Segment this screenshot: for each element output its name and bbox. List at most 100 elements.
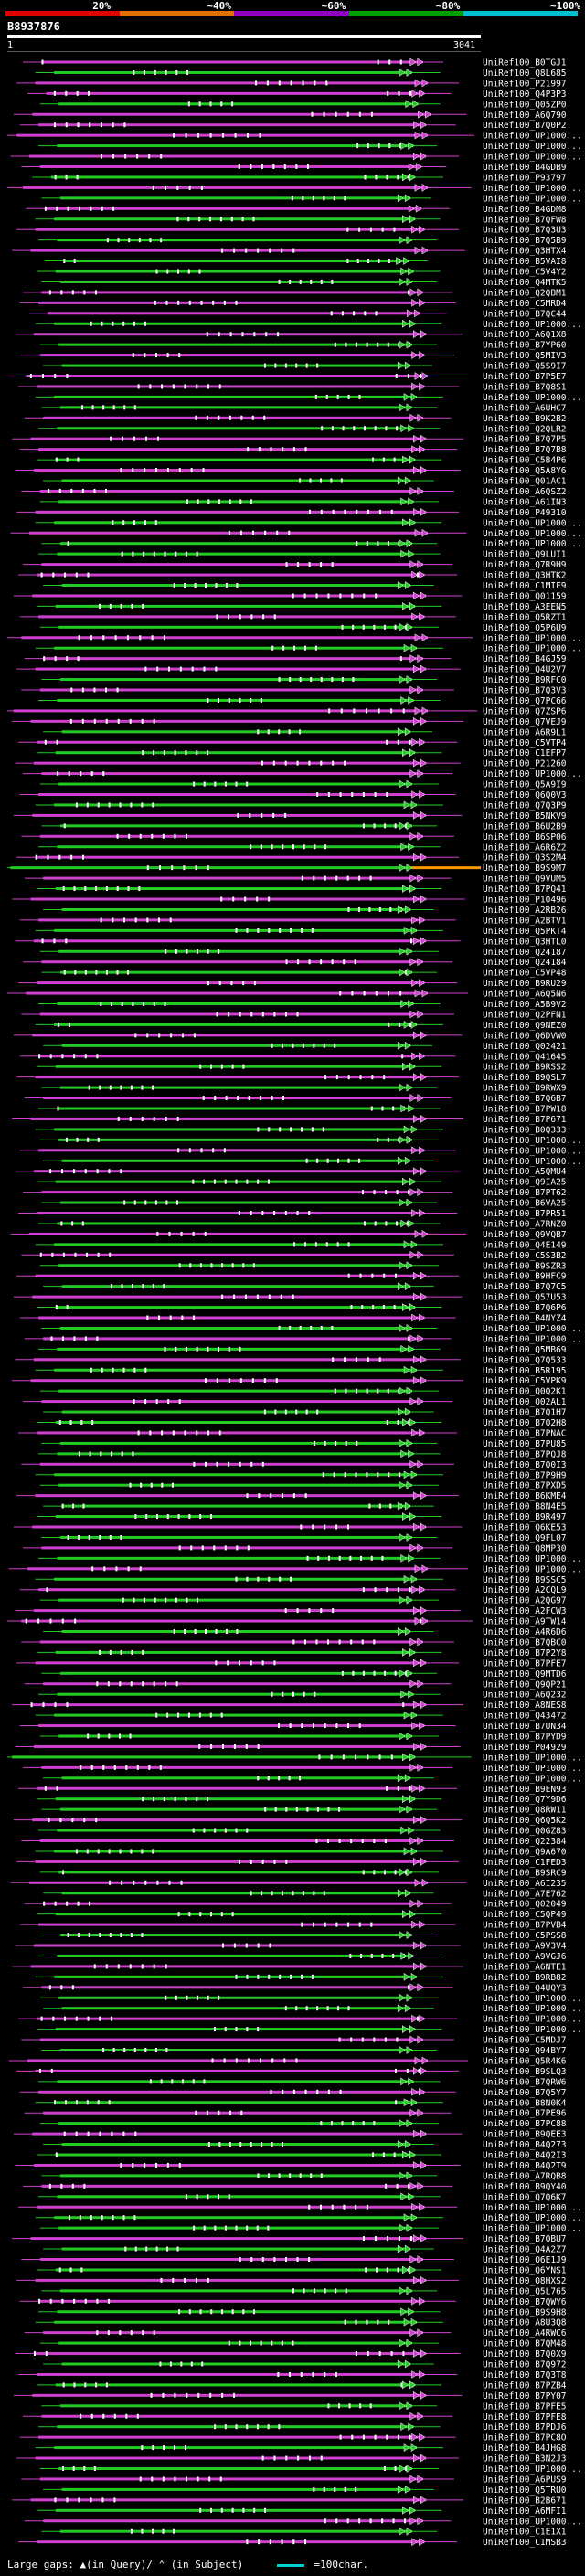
hit-label[interactable]: UniRef100_B7PXD5 — [483, 1481, 567, 1491]
hit-label[interactable]: UniRef100_A8NES8 — [483, 1701, 567, 1711]
hit-label[interactable]: UniRef100_UP1000... — [483, 1774, 582, 1784]
hit-label[interactable]: UniRef100_Q4MTK5 — [483, 278, 567, 288]
hit-label[interactable]: UniRef100_Q9VQB7 — [483, 1230, 567, 1240]
hit-label[interactable]: UniRef100_B7QM48 — [483, 2339, 567, 2349]
hit-label[interactable]: UniRef100_Q3HTX4 — [483, 247, 567, 257]
hit-label[interactable]: UniRef100_B7QBC0 — [483, 1638, 567, 1648]
hit-label[interactable]: UniRef100_B9QY40 — [483, 2182, 567, 2192]
hit-label[interactable]: UniRef100_C5PSS8 — [483, 1931, 567, 1941]
hit-label[interactable]: UniRef100_Q7Y9D6 — [483, 1795, 567, 1805]
hit-label[interactable]: UniRef100_Q57U53 — [483, 1293, 567, 1303]
hit-label[interactable]: UniRef100_B9SRC9 — [483, 1868, 567, 1878]
hit-label[interactable]: UniRef100_UP1000... — [483, 2517, 582, 2527]
hit-label[interactable]: UniRef100_B7QC44 — [483, 309, 567, 319]
hit-label[interactable]: UniRef100_B7Q3T8 — [483, 2370, 567, 2380]
hit-label[interactable]: UniRef100_A3EEN5 — [483, 602, 567, 612]
hit-label[interactable]: UniRef100_A6R6Z2 — [483, 843, 567, 853]
hit-label[interactable]: UniRef100_B6U2B9 — [483, 822, 567, 832]
hit-label[interactable]: UniRef100_UP1000... — [483, 142, 582, 152]
hit-label[interactable]: UniRef100_UP1000... — [483, 2213, 582, 2223]
hit-label[interactable]: UniRef100_Q4P3P3 — [483, 90, 567, 100]
hit-label[interactable]: UniRef100_A2CQL9 — [483, 1585, 567, 1595]
hit-label[interactable]: UniRef100_Q3HTK2 — [483, 571, 567, 581]
hit-label[interactable]: UniRef100_B4NYZ4 — [483, 1314, 567, 1324]
hit-label[interactable]: UniRef100_Q5L765 — [483, 2286, 567, 2296]
hit-label[interactable]: UniRef100_B4Q273 — [483, 2140, 567, 2150]
hit-label[interactable]: UniRef100_B2B671 — [483, 2496, 567, 2506]
hit-label[interactable]: UniRef100_B5NKV9 — [483, 811, 567, 822]
hit-label[interactable]: UniRef100_B7PC8O — [483, 2433, 567, 2443]
hit-label[interactable]: UniRef100_B7PY07 — [483, 2391, 567, 2401]
hit-label[interactable]: UniRef100_B9RSS2 — [483, 1063, 567, 1073]
hit-label[interactable]: UniRef100_UP1000... — [483, 633, 582, 643]
hit-label[interactable]: UniRef100_B7PQJ8 — [483, 1449, 567, 1459]
hit-label[interactable]: UniRef100_A8U3Q8 — [483, 2318, 567, 2328]
hit-label[interactable]: UniRef100_UP1000... — [483, 529, 582, 539]
hit-label[interactable]: UniRef100_B4JHG8 — [483, 2443, 567, 2454]
hit-label[interactable]: UniRef100_B3N2J3 — [483, 2454, 567, 2465]
hit-label[interactable]: UniRef100_B6VA25 — [483, 1199, 567, 1209]
hit-label[interactable]: UniRef100_C1E1X1 — [483, 2528, 567, 2538]
hit-label[interactable]: UniRef100_UP1000... — [483, 2224, 582, 2234]
hit-label[interactable]: UniRef100_Q7VEJ9 — [483, 717, 567, 727]
hit-label[interactable]: UniRef100_C5V4Y2 — [483, 268, 567, 278]
hit-label[interactable]: UniRef100_Q7R9H9 — [483, 560, 567, 570]
hit-label[interactable]: UniRef100_C1FED3 — [483, 1858, 567, 1868]
hit-label[interactable]: UniRef100_UP1000... — [483, 2025, 582, 2035]
hit-label[interactable]: UniRef100_B7PZB4 — [483, 2380, 567, 2390]
hit-label[interactable]: UniRef100_B0TGJ1 — [483, 58, 567, 69]
hit-label[interactable]: UniRef100_UP1000... — [483, 1157, 582, 1167]
hit-label[interactable]: UniRef100_B7PFE7 — [483, 1659, 567, 1669]
hit-label[interactable]: UniRef100_P10496 — [483, 896, 567, 906]
hit-label[interactable]: UniRef100_C1EFP7 — [483, 748, 567, 758]
hit-label[interactable]: UniRef100_Q4E149 — [483, 1240, 567, 1250]
hit-label[interactable]: UniRef100_Q2QLR2 — [483, 424, 567, 434]
hit-label[interactable]: UniRef100_Q9NEZ0 — [483, 1021, 567, 1031]
hit-label[interactable]: UniRef100_A6Q5N6 — [483, 990, 567, 1000]
hit-label[interactable]: UniRef100_Q01159 — [483, 591, 567, 601]
hit-label[interactable]: UniRef100_Q6Q5K2 — [483, 1816, 567, 1826]
hit-label[interactable]: UniRef100_Q3S2M4 — [483, 853, 567, 864]
hit-label[interactable]: UniRef100_A7RNZ0 — [483, 1219, 567, 1229]
hit-label[interactable]: UniRef100_A5B9V2 — [483, 1000, 567, 1010]
hit-label[interactable]: UniRef100_UP1000... — [483, 1334, 582, 1344]
hit-label[interactable]: UniRef100_B9K2B2 — [483, 414, 567, 424]
hit-label[interactable]: UniRef100_P21997 — [483, 79, 567, 89]
hit-label[interactable]: UniRef100_Q0Q2K1 — [483, 1387, 567, 1397]
hit-label[interactable]: UniRef100_UP1000... — [483, 1136, 582, 1146]
hit-label[interactable]: UniRef100_B7P2Y8 — [483, 1648, 567, 1659]
hit-label[interactable]: UniRef100_Q9LUI1 — [483, 550, 567, 560]
hit-label[interactable]: UniRef100_Q43472 — [483, 1712, 567, 1722]
hit-label[interactable]: UniRef100_Q5MB69 — [483, 1345, 567, 1355]
hit-label[interactable]: UniRef100_Q6DVW0 — [483, 1031, 567, 1041]
hit-label[interactable]: UniRef100_B7UN34 — [483, 1722, 567, 1732]
hit-label[interactable]: UniRef100_Q7Q533 — [483, 1355, 567, 1365]
hit-label[interactable]: UniRef100_UP1000... — [483, 2004, 582, 2014]
hit-label[interactable]: UniRef100_B7Q2H8 — [483, 1418, 567, 1428]
hit-label[interactable]: UniRef100_A2BTV1 — [483, 916, 567, 926]
hit-label[interactable]: UniRef100_Q22384 — [483, 1837, 567, 1847]
hit-label[interactable]: UniRef100_Q94BY7 — [483, 2046, 567, 2056]
hit-label[interactable]: UniRef100_B7Q1H7 — [483, 1408, 567, 1418]
hit-label[interactable]: UniRef100_B7P9H9 — [483, 1470, 567, 1480]
hit-label[interactable]: UniRef100_A6I235 — [483, 1879, 567, 1889]
hit-label[interactable]: UniRef100_P49310 — [483, 508, 567, 518]
hit-label[interactable]: UniRef100_B7Q3V3 — [483, 686, 567, 696]
hit-label[interactable]: UniRef100_A2RB26 — [483, 906, 567, 916]
hit-label[interactable]: UniRef100_Q6KE53 — [483, 1523, 567, 1533]
hit-label[interactable]: UniRef100_Q8MP30 — [483, 1543, 567, 1553]
hit-label[interactable]: UniRef100_B7Q5B9 — [483, 236, 567, 246]
hit-label[interactable]: UniRef100_UP1000... — [483, 132, 582, 142]
hit-label[interactable]: UniRef100_UP1000... — [483, 1764, 582, 1774]
hit-label[interactable]: UniRef100_B7Q0P2 — [483, 121, 567, 131]
hit-label[interactable]: UniRef100_B9QEE3 — [483, 2130, 567, 2140]
hit-label[interactable]: UniRef100_UP1000... — [483, 1564, 582, 1574]
hit-label[interactable]: UniRef100_Q7ZSP6 — [483, 706, 567, 716]
hit-label[interactable]: UniRef100_C5VTP4 — [483, 738, 567, 748]
hit-label[interactable]: UniRef100_A9TW14 — [483, 1617, 567, 1627]
hit-label[interactable]: UniRef100_B7Q7C5 — [483, 1282, 567, 1292]
hit-label[interactable]: UniRef100_A6R9L1 — [483, 727, 567, 737]
hit-label[interactable]: UniRef100_B7YP60 — [483, 341, 567, 351]
hit-label[interactable]: UniRef100_B9HFC9 — [483, 1272, 567, 1282]
hit-label[interactable]: UniRef100_A5QMU4 — [483, 1167, 567, 1177]
